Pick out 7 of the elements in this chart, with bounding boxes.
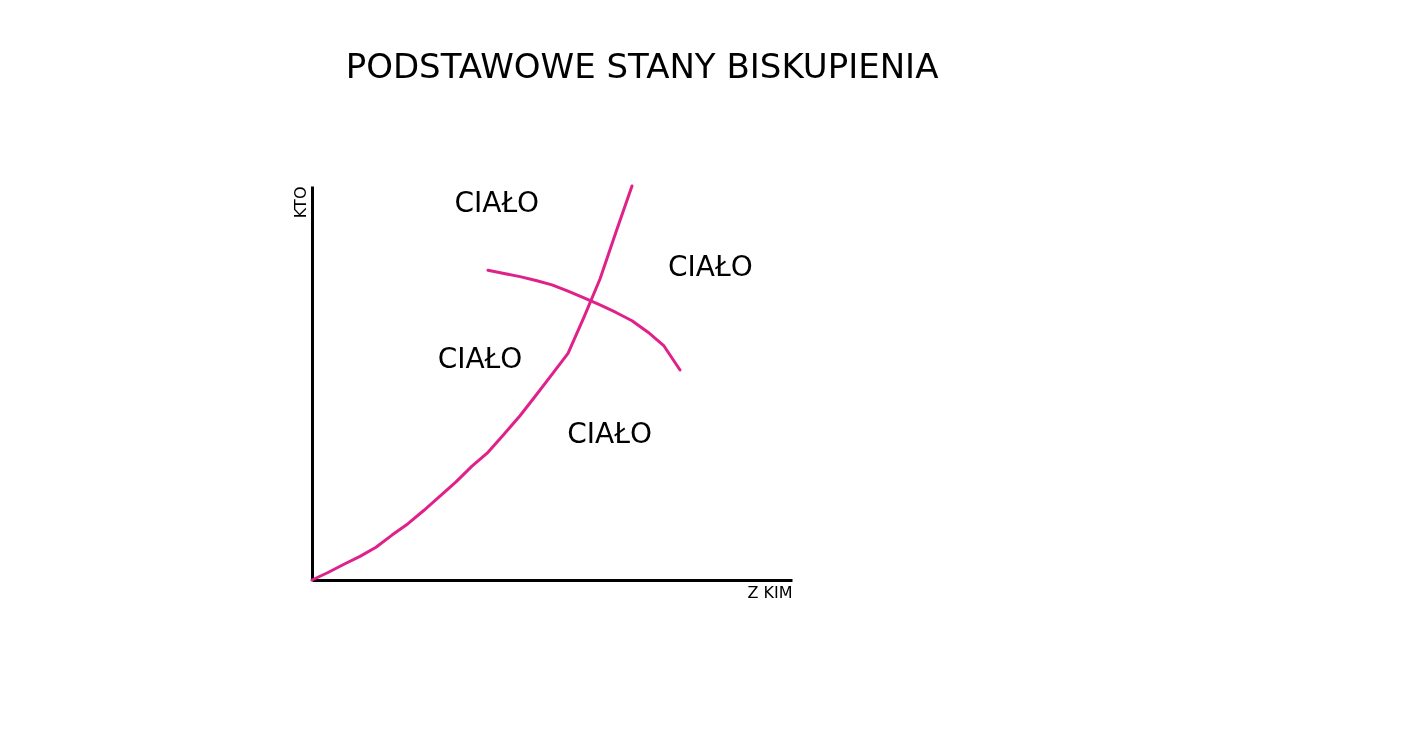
annotation: CIAŁO	[668, 249, 753, 283]
y-axis-title: KTO	[290, 186, 310, 219]
annotation: CIAŁO	[454, 186, 540, 220]
annotation: CIAŁO	[437, 342, 523, 376]
chart-title: PODSTAWOWE STANY BISKUPIENIA	[345, 45, 939, 86]
x-axis-title: Z KIM	[747, 582, 793, 602]
annotation: CIAŁO	[567, 417, 652, 451]
